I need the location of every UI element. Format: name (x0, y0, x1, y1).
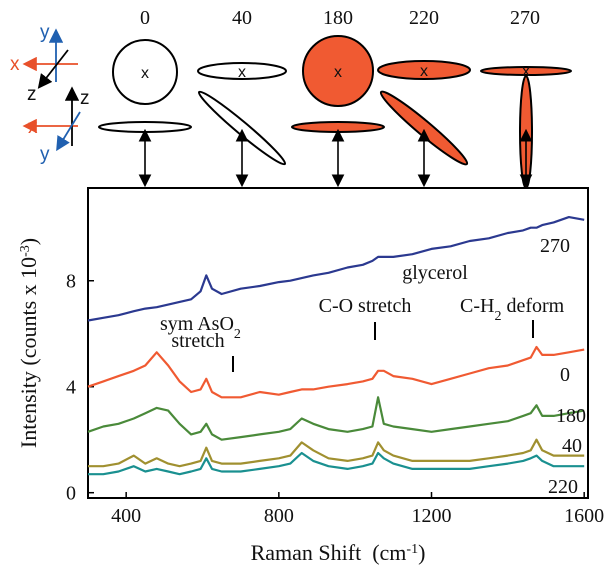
annotation: C-O stretch (319, 295, 412, 317)
series-label: 40 (562, 435, 582, 457)
axis-letter: y (40, 22, 50, 43)
axis-letter: x (10, 54, 20, 75)
plot-frame (87, 187, 589, 499)
y-tick-label: 8 (66, 271, 76, 293)
spectrum-line (88, 438, 585, 468)
x-tick-label: 800 (264, 505, 294, 527)
annotation: glycerol (402, 262, 468, 284)
angle-label: 220 (409, 7, 439, 29)
axis-letter: z (80, 88, 90, 109)
spectrum-line (87, 216, 585, 322)
axis-letter: z (27, 84, 37, 105)
series-label: 220 (548, 476, 578, 498)
orientation-labels: 0 40 180 220 270 (140, 7, 540, 29)
plot: 400 800 1200 1600 0 4 8 270 0 180 40 220 (66, 216, 604, 527)
center-mark: x (334, 64, 342, 81)
y-tick-label: 4 (66, 377, 76, 399)
axes-icon: x y z z x y (10, 22, 90, 165)
series-label: 0 (560, 364, 570, 386)
spectrum-line (87, 345, 585, 399)
spectrum-line (88, 451, 585, 476)
angle-label: 40 (232, 7, 252, 29)
annotation: sym AsO2 (160, 313, 241, 342)
annotation: stretch (171, 330, 224, 352)
x-tick-label: 1600 (564, 505, 604, 527)
series-label: 270 (540, 235, 570, 257)
angle-label: 270 (510, 7, 540, 29)
angle-label: 180 (323, 7, 353, 29)
center-mark: x (420, 63, 428, 80)
y-tick-label: 0 (66, 483, 76, 505)
center-mark: x (238, 64, 246, 81)
angle-label: 0 (140, 7, 150, 29)
x-tick-label: 1200 (412, 505, 452, 527)
annotation: C-H2 deform (460, 295, 565, 324)
series-label: 180 (556, 405, 586, 427)
axis-letter: x (28, 117, 38, 138)
x-tick-label: 400 (111, 505, 141, 527)
x-axis-title: Raman Shift (cm-1) (251, 540, 426, 565)
y-axis-title: Intensity (counts x 10-3) (16, 238, 41, 448)
polarization-shapes (98, 35, 572, 189)
arrows (138, 128, 533, 188)
spectrum-line (87, 396, 585, 441)
center-marks: x x x x x (141, 63, 530, 82)
center-mark: x (141, 65, 149, 82)
center-mark: x (522, 63, 530, 80)
axis-letter: y (40, 144, 50, 165)
